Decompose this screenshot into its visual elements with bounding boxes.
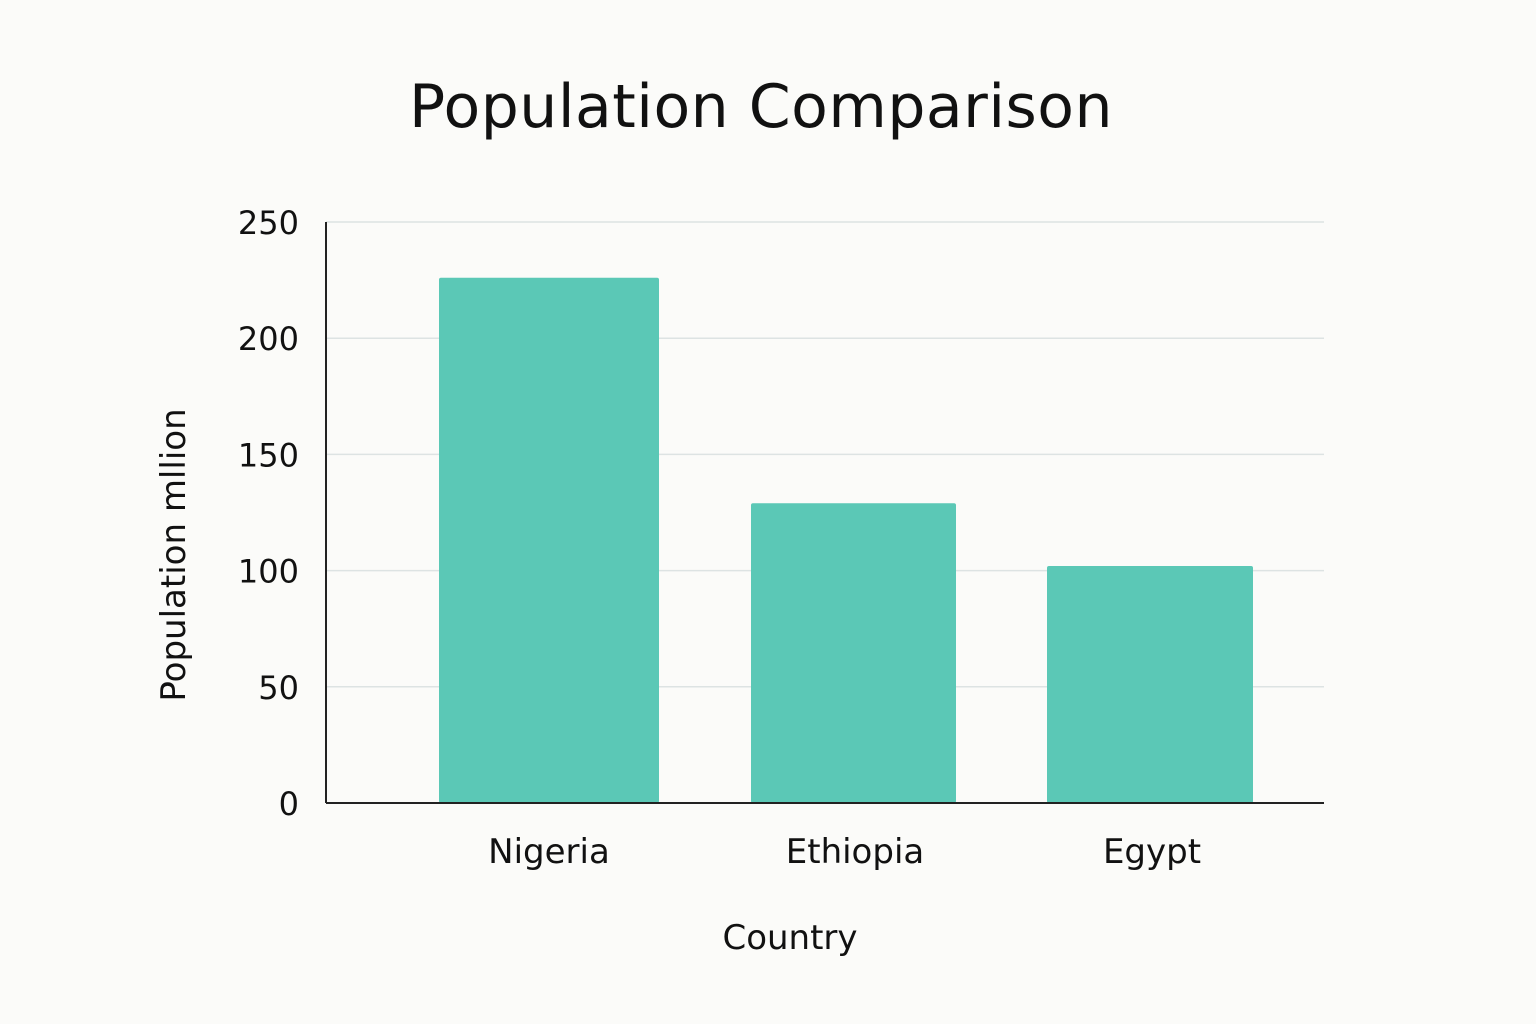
bars <box>439 277 1253 803</box>
y-tick-label: 100 <box>238 553 299 591</box>
bar <box>751 503 956 803</box>
y-axis-title: Population mllion <box>154 408 194 701</box>
y-tick-label: 50 <box>258 669 299 707</box>
x-tick-label: Egypt <box>1103 832 1201 872</box>
y-tick-label: 200 <box>238 320 299 358</box>
y-tick-label: 250 <box>238 204 299 242</box>
y-tick-labels: 0 50 100 150 200 250 <box>238 204 299 823</box>
x-tick-label: Ethiopia <box>786 832 924 872</box>
x-category-labels: Nigeria Ethiopia Egypt <box>488 832 1201 872</box>
bar <box>1047 565 1253 803</box>
x-axis-title: Country <box>722 918 857 958</box>
y-tick-label: 150 <box>238 436 299 474</box>
axes <box>325 222 1324 804</box>
bar <box>439 277 659 803</box>
x-tick-label: Nigeria <box>488 832 610 872</box>
chart-title: Population Comparison <box>408 72 1114 142</box>
y-tick-label: 0 <box>279 785 299 823</box>
